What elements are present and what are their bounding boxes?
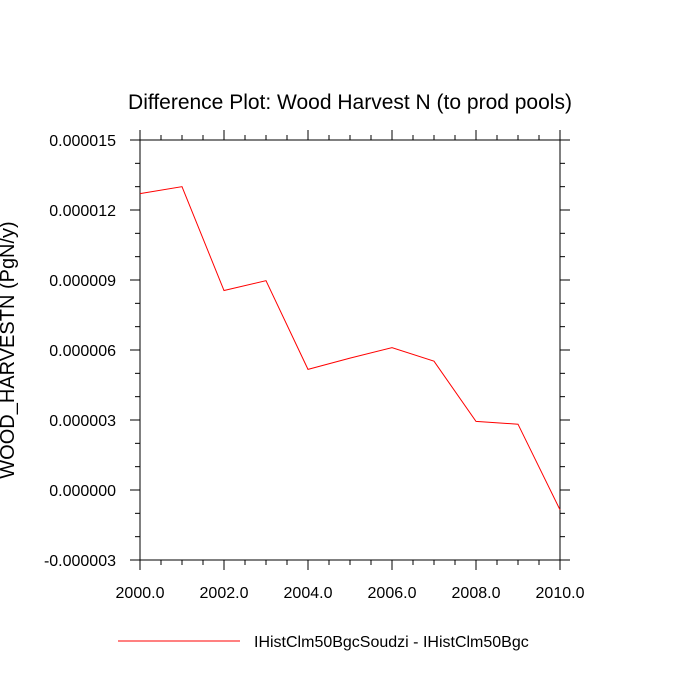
axes bbox=[139, 139, 561, 561]
legend: IHistClm50BgcSoudzi - IHistClm50Bgc bbox=[118, 634, 529, 651]
ticks bbox=[130, 130, 570, 570]
x-tick-label: 2010.0 bbox=[536, 585, 585, 602]
tick-labels: 2000.0 2002.0 2004.0 2006.0 2008.0 2010.0 -0.0… bbox=[44, 133, 585, 602]
x-tick-label: 2004.0 bbox=[284, 585, 333, 602]
y-tick-label: 0.000003 bbox=[49, 413, 116, 430]
y-tick-label: 0.000015 bbox=[49, 133, 116, 150]
y-tick-label: 0.000012 bbox=[49, 203, 116, 220]
chart-title: Difference Plot: Wood Harvest N (to prod… bbox=[128, 91, 572, 114]
series-lines bbox=[139, 186, 561, 511]
x-tick-label: 2002.0 bbox=[200, 585, 249, 602]
y-tick-label: 0.000009 bbox=[49, 273, 116, 290]
x-tick-label: 2000.0 bbox=[116, 585, 165, 602]
x-tick-label: 2008.0 bbox=[452, 585, 501, 602]
series-line bbox=[139, 186, 561, 511]
legend-label: IHistClm50BgcSoudzi - IHistClm50Bgc bbox=[254, 634, 529, 651]
y-axis-label: WOOD_HARVESTN (PgN/y) bbox=[0, 221, 19, 478]
y-tick-label: -0.000003 bbox=[44, 553, 116, 570]
plot-frame bbox=[139, 139, 561, 561]
x-tick-label: 2006.0 bbox=[368, 585, 417, 602]
y-tick-label: 0.000006 bbox=[49, 343, 116, 360]
y-tick-label: 0.000000 bbox=[49, 483, 116, 500]
